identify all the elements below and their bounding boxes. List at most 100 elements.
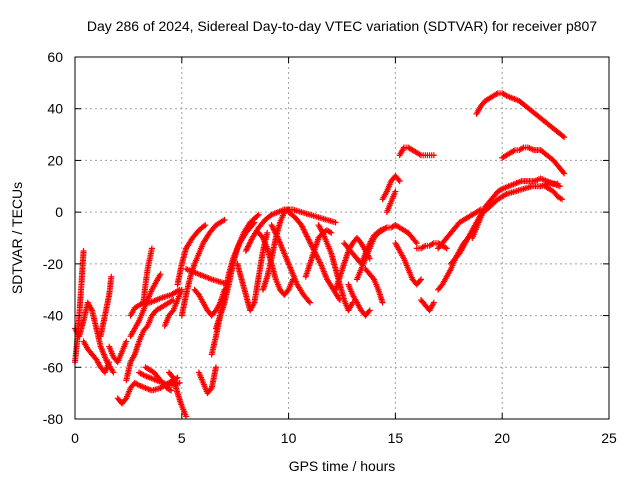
data-point [443, 245, 450, 252]
pass-series [332, 235, 373, 293]
x-axis-label: GPS time / hours [289, 458, 396, 474]
data-point [306, 299, 313, 306]
data-point [264, 229, 271, 236]
chart-title: Day 286 of 2024, Sidereal Day-to-day VTE… [87, 18, 597, 34]
data-point [178, 286, 185, 293]
data-point [201, 223, 208, 230]
data-point [221, 216, 228, 223]
pass-series [142, 364, 175, 394]
data-point [212, 364, 219, 371]
plot-frame [74, 56, 610, 420]
pass-series [383, 188, 399, 216]
data-point [305, 298, 312, 305]
pass-series [191, 286, 228, 319]
x-tick-label: 15 [388, 430, 404, 446]
data-point [143, 324, 150, 331]
y-tick-label: 0 [55, 204, 63, 220]
pass-series [541, 183, 566, 203]
pass-series [268, 222, 313, 306]
pass-series [435, 206, 484, 252]
y-tick-label: 60 [47, 49, 63, 65]
data-point [395, 176, 402, 183]
data-point [559, 196, 566, 203]
pass-series [123, 297, 177, 384]
data-point [168, 387, 175, 394]
data-point [183, 413, 190, 420]
pass-series [242, 206, 339, 254]
pass-series [499, 144, 568, 177]
data-point [110, 369, 117, 376]
data-point [157, 271, 164, 278]
data-point [255, 211, 262, 218]
pass-series [379, 172, 403, 203]
y-tick-labels: -80 -60 -40 -20 0 20 40 60 [43, 49, 63, 427]
data-point [416, 277, 423, 284]
data-point [148, 245, 155, 252]
y-tick-label: -60 [43, 359, 63, 375]
data-point [122, 396, 129, 403]
data-point [176, 379, 183, 386]
pass-series [195, 364, 219, 397]
pass-series [212, 211, 262, 332]
pass-series [234, 229, 271, 314]
data-point [258, 233, 265, 240]
pass-series [127, 271, 164, 340]
pass-series [473, 90, 568, 141]
data-point [332, 219, 339, 226]
data-point [202, 222, 209, 229]
data-point [328, 229, 335, 236]
data-point [413, 240, 420, 247]
pass-series [302, 227, 335, 280]
data-point [80, 247, 87, 254]
grid-lines [75, 57, 609, 419]
data-point [561, 134, 568, 141]
x-tick-label: 0 [71, 430, 79, 446]
pass-series [392, 240, 425, 288]
data-point [561, 170, 568, 177]
pass-series [174, 222, 209, 288]
data-point [396, 178, 403, 185]
pass-series [161, 286, 185, 329]
data-points [72, 90, 568, 420]
pass-series [80, 338, 113, 376]
data-point [284, 288, 291, 295]
pass-series [97, 273, 115, 340]
data-point [559, 133, 566, 140]
pass-series [396, 144, 437, 159]
pass-series [345, 281, 373, 319]
data-point [108, 273, 115, 280]
pass-series [72, 247, 87, 366]
x-tick-labels: 0 5 10 15 20 25 [71, 430, 617, 446]
pass-series [447, 180, 561, 267]
data-point [418, 276, 425, 283]
pass-series [315, 222, 356, 314]
x-tick-label: 20 [494, 430, 510, 446]
data-point [123, 338, 130, 345]
x-tick-label: 5 [178, 430, 186, 446]
data-point [560, 169, 567, 176]
data-point [430, 152, 437, 159]
data-point [106, 359, 113, 366]
data-point [207, 386, 214, 393]
y-tick-label: -80 [43, 411, 63, 427]
pass-series [353, 222, 420, 283]
pass-series [418, 297, 437, 314]
y-tick-label: 20 [47, 152, 63, 168]
x-tick-label: 25 [601, 430, 617, 446]
y-tick-label: 40 [47, 101, 63, 117]
data-point [379, 299, 386, 306]
data-point [254, 212, 261, 219]
y-tick-label: -20 [43, 256, 63, 272]
data-point [556, 183, 563, 190]
data-point [366, 307, 373, 314]
pass-series [178, 216, 228, 319]
pass-series [106, 338, 130, 366]
data-point [392, 188, 399, 195]
y-tick-label: -40 [43, 308, 63, 324]
axis-ticks [74, 56, 610, 420]
pass-series [469, 175, 563, 241]
data-point [169, 308, 176, 315]
data-point [430, 299, 437, 306]
data-point [365, 308, 372, 315]
